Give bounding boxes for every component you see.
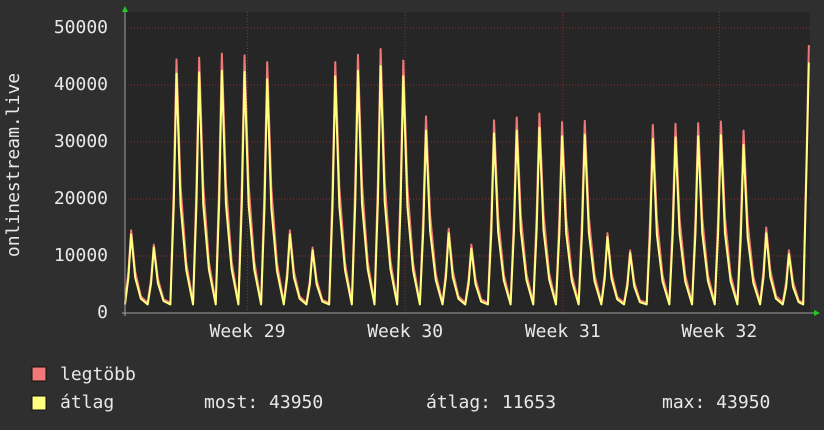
x-tick-label: Week 29 [210,321,286,342]
x-tick-label: Week 30 [367,321,443,342]
y-tick-label: 10000 [54,245,108,266]
y-tick-label: 50000 [54,17,108,38]
lines [124,45,810,306]
y-arrow [122,6,128,12]
legend-swatch [31,395,47,411]
y-tick-label: 0 [97,302,108,323]
y-tick-label: 30000 [54,131,108,152]
y-tick-label: 40000 [54,74,108,95]
legend-swatch [31,366,47,382]
legend-label: átlag [60,392,114,413]
y-tick-label: 20000 [54,188,108,209]
series-line [124,62,810,306]
x-arrow [814,310,820,316]
stat: átlag: 11653 [426,392,556,413]
stat: most: 43950 [204,392,323,413]
x-tick-label: Week 31 [525,321,601,342]
y-axis-label: onlinestream.live [3,73,24,257]
x-tick-label: Week 32 [681,321,757,342]
stat: max: 43950 [662,392,770,413]
legend-label: legtöbb [60,364,136,385]
